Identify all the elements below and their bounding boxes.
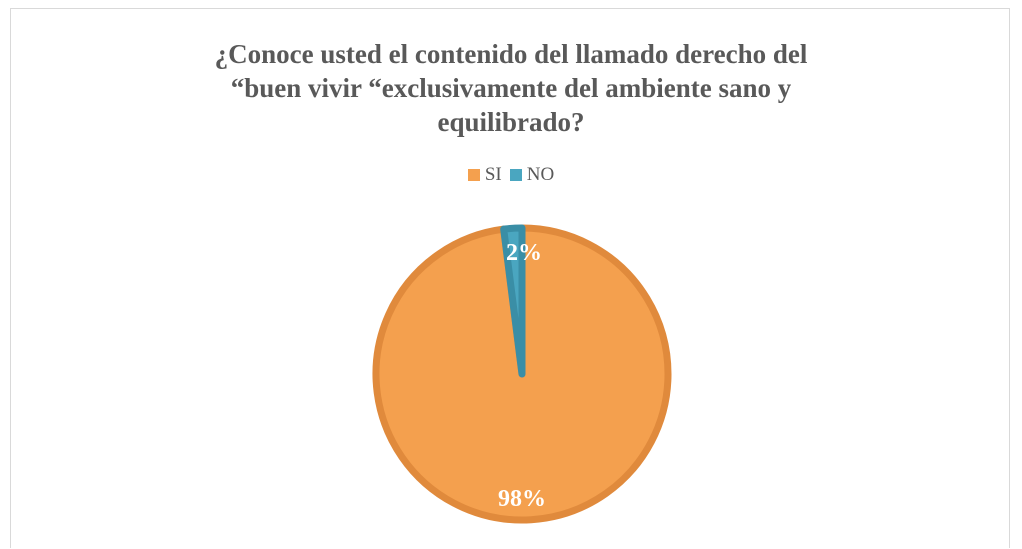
chart-title-line-3: equilibrado? <box>437 107 585 137</box>
chart-title-line-2: “buen vivir “exclusivamente del ambiente… <box>230 73 792 103</box>
legend: SI NO <box>11 164 1011 186</box>
pie-chart: 98% 2% <box>372 224 672 524</box>
chart-frame: ¿Conoce usted el contenido del llamado d… <box>10 8 1010 548</box>
legend-swatch-si <box>467 169 480 181</box>
chart-title-line-1: ¿Conoce usted el contenido del llamado d… <box>214 39 808 69</box>
legend-item-no: NO <box>509 164 555 186</box>
chart-title: ¿Conoce usted el contenido del llamado d… <box>11 37 1011 139</box>
legend-label-si: SI <box>484 164 502 185</box>
legend-label-no: NO <box>526 164 555 185</box>
legend-swatch-no <box>509 169 522 181</box>
data-label-si: 98% <box>498 486 546 512</box>
pie-slice-si <box>372 224 672 524</box>
data-label-no: 2% <box>506 240 542 266</box>
pie-slice-no <box>500 224 526 378</box>
pie-slices <box>372 224 672 524</box>
legend-item-si: SI <box>467 164 502 186</box>
pie-labels: 98% 2% <box>498 240 546 512</box>
